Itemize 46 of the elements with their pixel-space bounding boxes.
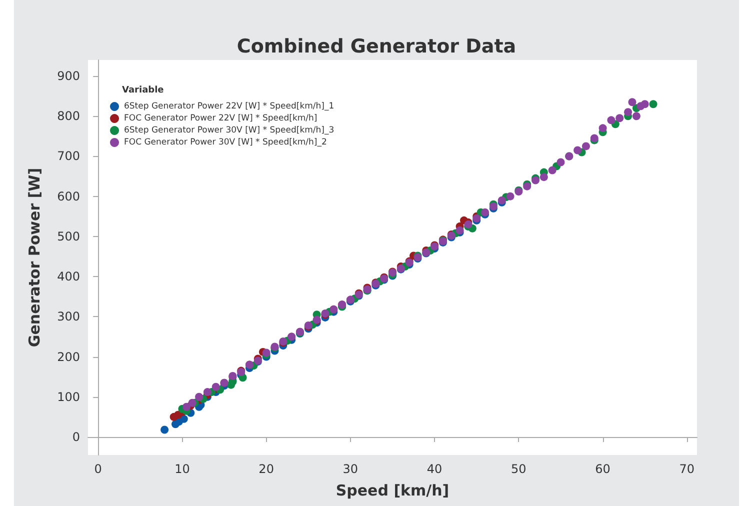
legend-label: FOC Generator Power 22V [W] * Speed[km/h]	[124, 114, 318, 124]
x-tick-label: 60	[595, 462, 610, 476]
point	[506, 192, 514, 200]
y-tick-label: 200	[57, 350, 80, 364]
x-tick-label: 0	[94, 462, 102, 476]
y-tick-label: 400	[57, 270, 80, 284]
legend-title: Variable	[122, 86, 164, 96]
legend-label: 6Step Generator Power 30V [W] * Speed[km/h]_3	[124, 126, 334, 136]
y-tick-label: 800	[57, 109, 80, 124]
y-tick-label: 700	[57, 149, 80, 164]
x-tick-label: 70	[679, 462, 695, 476]
y-tick-label: 300	[57, 310, 80, 324]
y-tick-label: 0	[72, 430, 80, 444]
x-tick-label: 50	[511, 462, 526, 476]
y-tick-label: 600	[57, 189, 80, 204]
point	[160, 426, 169, 434]
y-tick-label: 100	[57, 390, 80, 404]
y-tick-label: 900	[57, 69, 80, 84]
point	[649, 100, 658, 108]
point	[574, 146, 582, 154]
x-tick-label: 20	[258, 462, 274, 476]
x-tick-label: 40	[426, 462, 442, 476]
chart-title: Combined Generator Data	[236, 36, 516, 58]
point	[180, 414, 188, 423]
point	[188, 398, 196, 407]
point	[182, 402, 190, 411]
point	[582, 142, 590, 150]
point	[624, 108, 632, 116]
point	[628, 98, 636, 106]
point	[203, 388, 212, 396]
point	[540, 173, 548, 182]
point	[640, 100, 649, 108]
point	[598, 124, 607, 132]
x-tick-label: 30	[342, 462, 358, 476]
point	[607, 116, 616, 124]
x-axis-title: Speed [km/h]	[336, 482, 450, 500]
y-tick-label: 500	[57, 229, 80, 244]
point	[548, 166, 556, 174]
point	[616, 114, 624, 122]
point	[195, 392, 204, 401]
x-tick-label: 10	[174, 462, 190, 476]
legend-label: FOC Generator Power 30V [W] * Speed[km/h]_2	[124, 138, 327, 148]
legend-label: 6Step Generator Power 22V [W] * Speed[km/h]_1	[124, 102, 334, 112]
y-axis-title: Generator Power [W]	[26, 168, 44, 348]
point	[556, 158, 565, 166]
point	[632, 112, 640, 120]
